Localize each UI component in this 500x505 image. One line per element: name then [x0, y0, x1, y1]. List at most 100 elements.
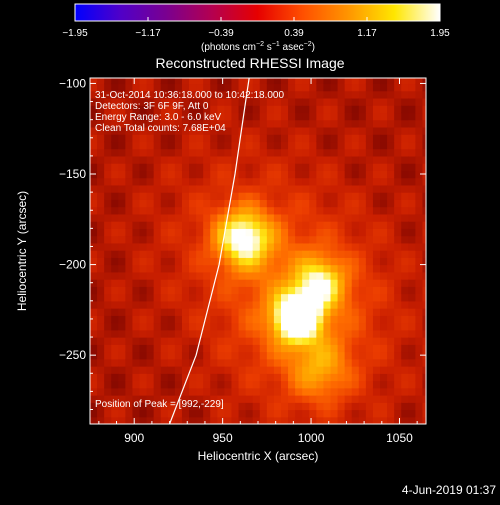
heatmap-cell — [323, 119, 332, 128]
colorbar-unit-part: s — [264, 42, 272, 53]
heatmap-cell — [174, 315, 183, 324]
heatmap-cell — [167, 387, 176, 396]
heatmap-cell — [266, 206, 275, 215]
heatmap-cell — [104, 366, 112, 374]
heatmap-cell — [245, 387, 254, 396]
heatmap-cell — [153, 286, 162, 295]
heatmap-cell — [252, 337, 261, 345]
heatmap-cell — [387, 78, 395, 85]
heatmap-cell — [280, 148, 289, 157]
heatmap-cell — [146, 257, 155, 266]
heatmap-cell — [288, 170, 296, 179]
heatmap-cell — [132, 387, 141, 396]
heatmap-cell — [203, 228, 211, 237]
heatmap-cell — [358, 199, 367, 208]
heatmap-cell — [217, 163, 225, 171]
heatmap-cell — [365, 184, 374, 193]
heatmap-cell — [252, 221, 261, 229]
heatmap-cell — [132, 134, 141, 143]
heatmap-cell — [415, 213, 424, 222]
heatmap-cell — [372, 242, 381, 251]
heatmap-cell — [358, 177, 367, 186]
heatmap-cell — [196, 105, 204, 114]
heatmap-cell — [196, 271, 204, 280]
heatmap-cell — [181, 184, 190, 193]
heatmap-cell — [266, 409, 275, 418]
heatmap-cell — [259, 155, 268, 164]
heatmap-cell — [252, 163, 261, 171]
heatmap-cell — [252, 409, 261, 418]
heatmap-cell — [309, 83, 317, 92]
heatmap-cell — [323, 286, 332, 295]
heatmap-cell — [351, 395, 360, 403]
heatmap-cell — [302, 119, 310, 128]
heatmap-cell — [231, 199, 240, 208]
heatmap-cell — [245, 380, 254, 389]
heatmap-cell — [422, 119, 426, 128]
heatmap-cell — [111, 235, 119, 244]
heatmap-cell — [153, 257, 162, 266]
heatmap-cell — [196, 373, 204, 382]
heatmap-cell — [337, 199, 346, 208]
heatmap-cell — [365, 402, 374, 411]
heatmap-cell — [189, 78, 197, 85]
heatmap-cell — [217, 387, 225, 396]
heatmap-cell — [415, 308, 424, 316]
x-axis-label: Heliocentric X (arcsec) — [198, 449, 319, 463]
heatmap-cell — [217, 264, 225, 273]
heatmap-cell — [160, 199, 169, 208]
heatmap-cell — [146, 250, 155, 258]
heatmap-cell — [132, 141, 141, 150]
heatmap-cell — [344, 105, 353, 114]
heatmap-cell — [203, 358, 211, 367]
heatmap-cell — [132, 206, 141, 215]
heatmap-cell — [365, 213, 374, 222]
heatmap-cell — [344, 416, 353, 424]
heatmap-cell — [337, 105, 346, 114]
heatmap-cell — [139, 416, 148, 424]
heatmap-cell — [330, 163, 339, 171]
heatmap-cell — [181, 322, 190, 331]
heatmap-cell — [394, 119, 402, 128]
heatmap-cell — [238, 337, 247, 345]
heatmap-cell — [351, 366, 360, 374]
heatmap-cell — [344, 221, 353, 229]
heatmap-cell — [203, 213, 211, 222]
heatmap-cell — [252, 184, 261, 193]
heatmap-cell — [174, 293, 183, 302]
heatmap-cell — [309, 126, 317, 135]
heatmap-cell — [97, 264, 105, 273]
heatmap-cell — [280, 337, 289, 345]
heatmap-cell — [181, 228, 190, 237]
heatmap-cell — [415, 380, 424, 389]
heatmap-cell — [266, 387, 275, 396]
heatmap-cell — [189, 366, 197, 374]
heatmap-cell — [394, 402, 402, 411]
heatmap-cell — [295, 126, 303, 135]
heatmap-cell — [422, 344, 426, 353]
heatmap-cell — [111, 199, 119, 208]
heatmap-cell — [245, 221, 254, 229]
heatmap-cell — [295, 119, 303, 128]
heatmap-cell — [408, 155, 416, 164]
heatmap-cell — [97, 119, 105, 128]
heatmap-cell — [358, 250, 367, 258]
heatmap-cell — [288, 83, 296, 92]
heatmap-cell — [174, 286, 183, 295]
heatmap-cell — [181, 119, 190, 128]
heatmap-cell — [358, 97, 367, 106]
heatmap-cell — [380, 387, 388, 396]
heatmap-cell — [210, 395, 218, 403]
heatmap-cell — [394, 264, 402, 273]
heatmap-cell — [266, 170, 275, 179]
heatmap-cell — [273, 78, 282, 85]
heatmap-cell — [245, 155, 254, 164]
heatmap-cell — [111, 337, 119, 345]
heatmap-cell — [259, 83, 268, 92]
heatmap-cell — [259, 264, 268, 273]
heatmap-cell — [174, 141, 183, 150]
heatmap-cell — [401, 300, 409, 309]
heatmap-cell — [330, 308, 339, 316]
heatmap-cell — [146, 221, 155, 229]
heatmap-cell — [146, 271, 155, 280]
